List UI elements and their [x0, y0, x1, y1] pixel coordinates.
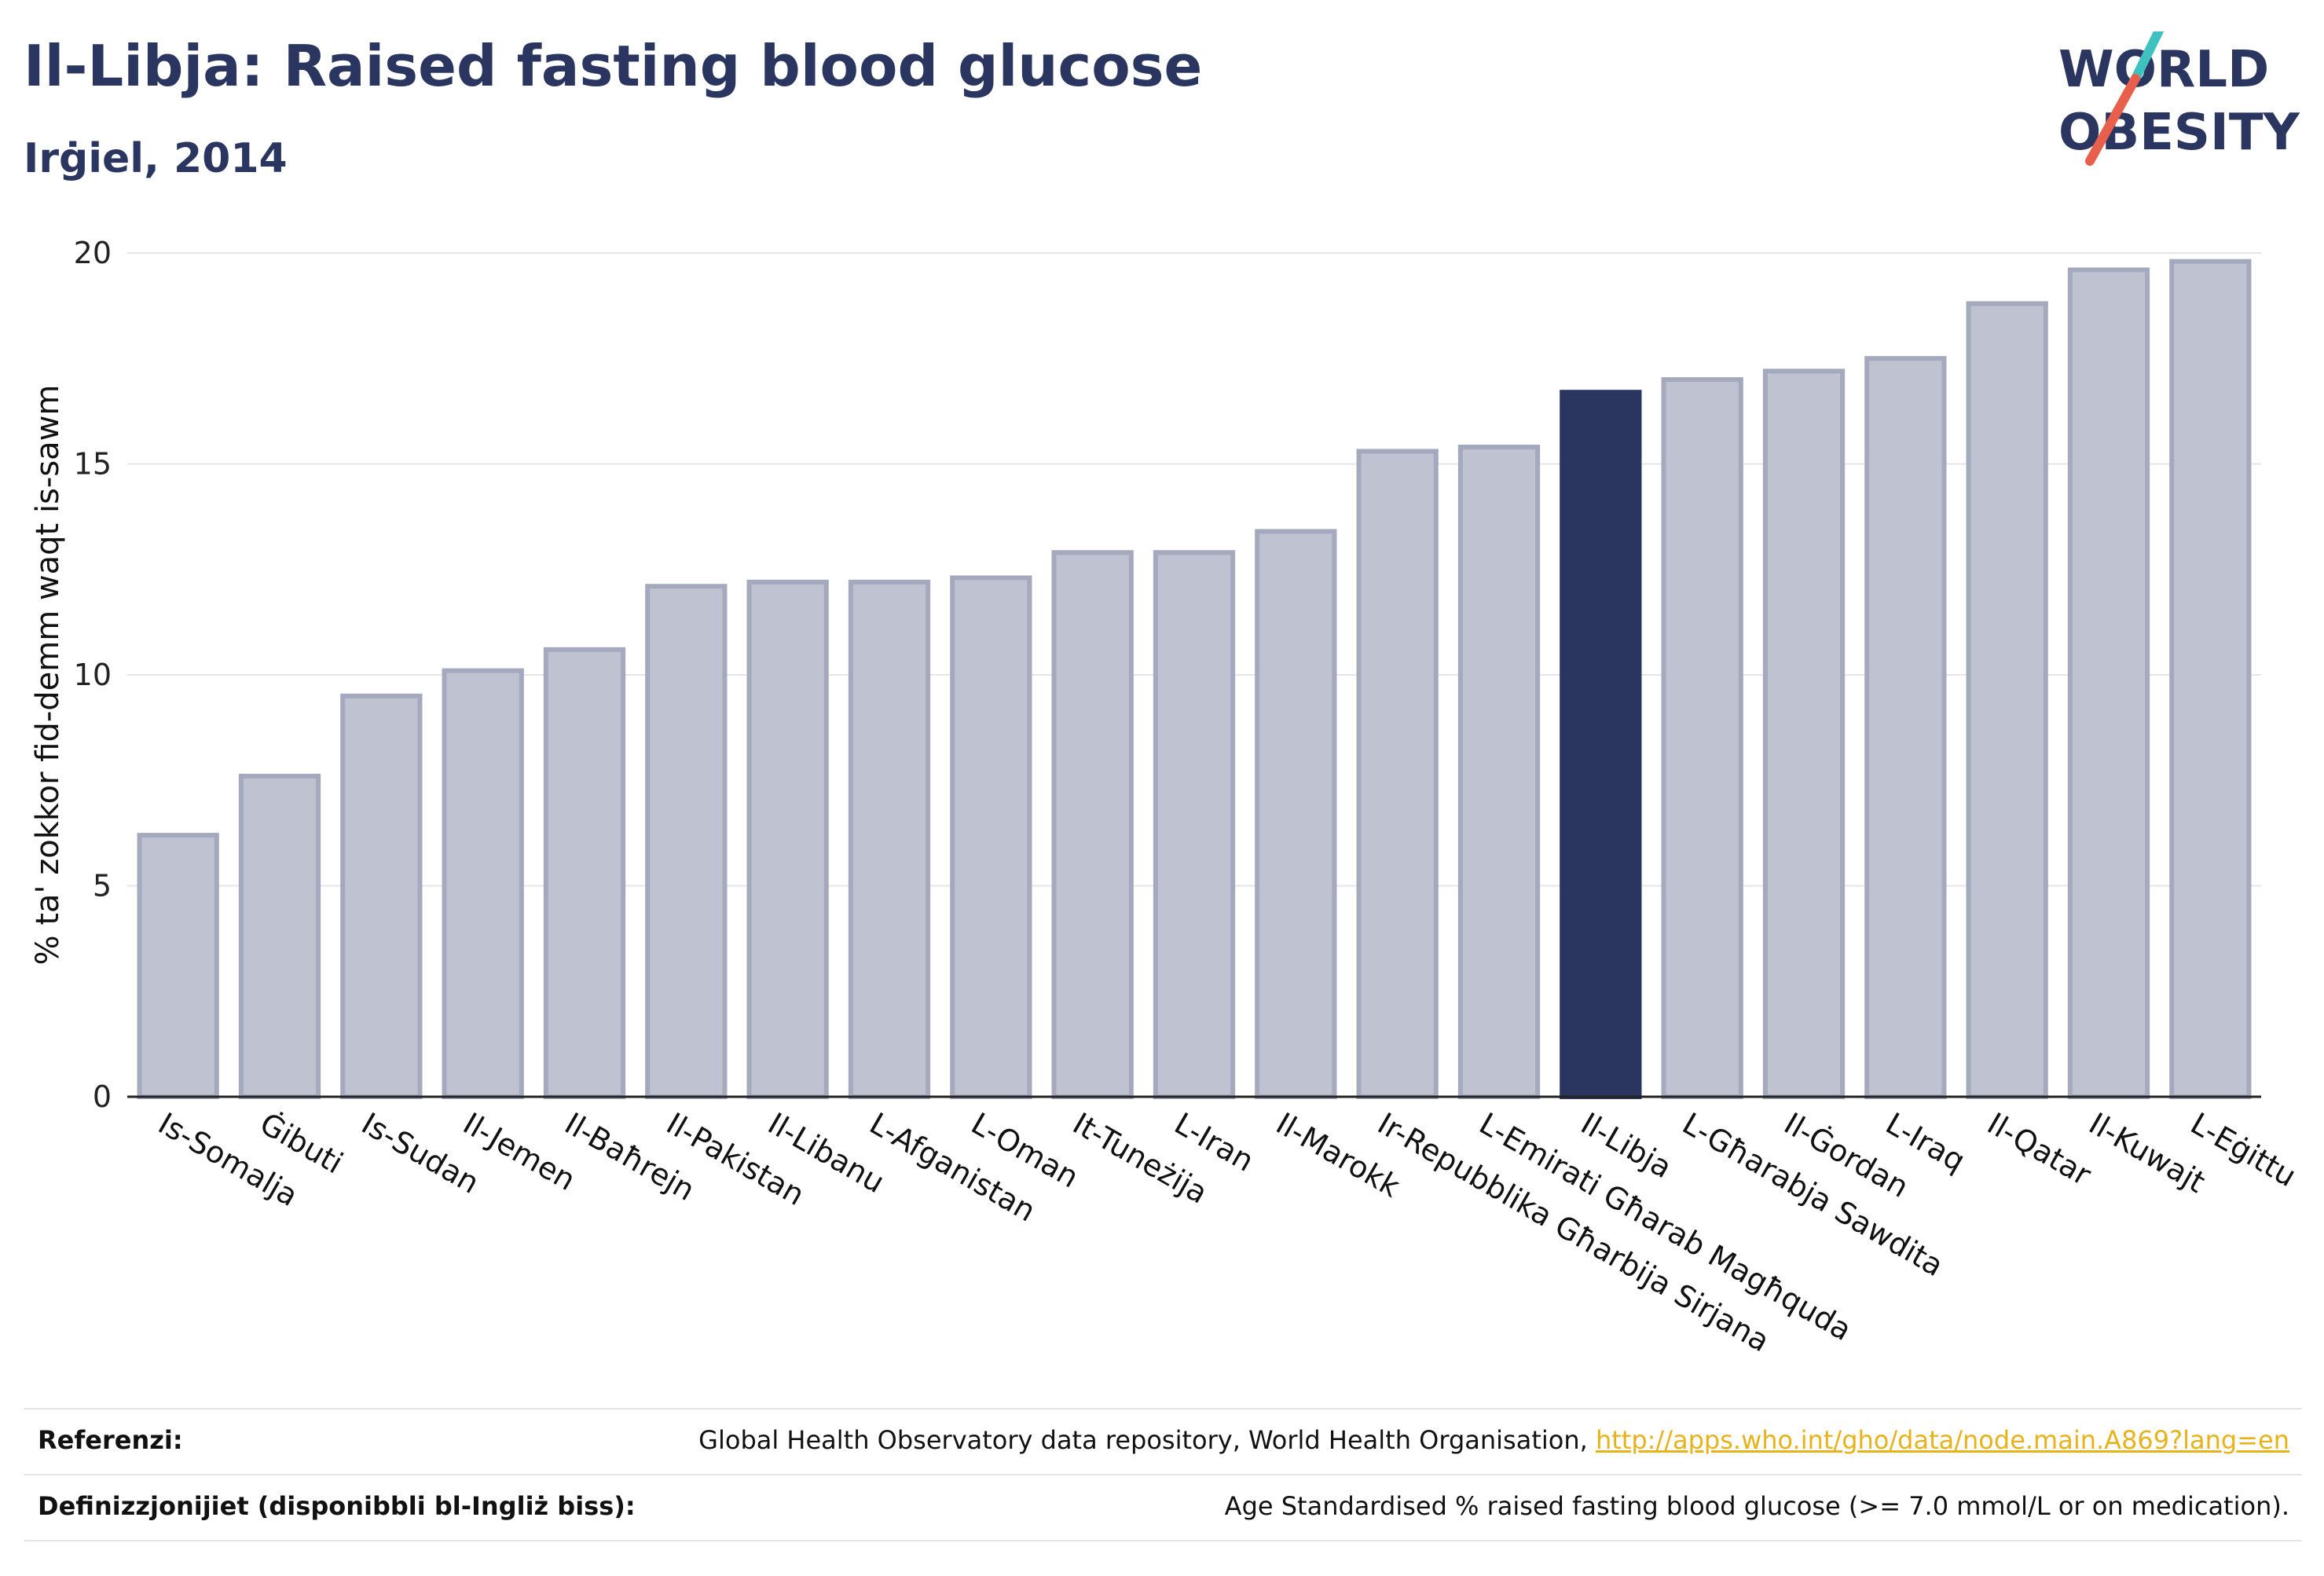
- x-tick-label: Il-Kuwajt: [2084, 1106, 2212, 1200]
- y-tick-label: 20: [74, 236, 112, 270]
- y-tick-label: 15: [74, 447, 112, 482]
- bar: [1356, 449, 1439, 1099]
- references-row: Referenzi: Global Health Observatory dat…: [24, 1409, 2302, 1472]
- y-tick-label: 0: [93, 1079, 112, 1114]
- y-axis-label: % ta' zokkor fid-demm waqt is-sawm: [30, 385, 66, 966]
- bar: [645, 584, 728, 1099]
- footer-divider-top: [24, 1408, 2302, 1409]
- y-tick-label: 10: [74, 658, 112, 692]
- bar: [1661, 377, 1743, 1100]
- bar: [137, 833, 219, 1100]
- x-tick-label: Il-Qatar: [1981, 1106, 2097, 1193]
- logo-slash-bottom: [2085, 74, 2140, 166]
- logo-slash-top: [2131, 31, 2165, 83]
- bar: [950, 575, 1032, 1099]
- references-value: Global Health Observatory data repositor…: [698, 1425, 2289, 1455]
- bar: [442, 668, 524, 1099]
- bar: [1051, 550, 1134, 1099]
- bar: [238, 773, 321, 1099]
- bar: [340, 693, 423, 1099]
- logo-line1: WORLD: [2058, 41, 2269, 99]
- footer-divider-bottom: [24, 1540, 2302, 1541]
- x-tick-label: Is-Sudan: [356, 1106, 485, 1200]
- definitions-value: Age Standardised % raised fasting blood …: [1224, 1491, 2289, 1521]
- bar: [1153, 550, 1236, 1099]
- bar: [2169, 258, 2252, 1099]
- definitions-label: Definizzjonijiet (disponibbli bl-Ingliż …: [38, 1491, 636, 1521]
- bar: [1864, 356, 1947, 1099]
- page-title: Il-Libja: Raised fasting blood glucose: [24, 33, 1203, 99]
- bar: [1966, 301, 2048, 1099]
- world-obesity-logo: WORLD OBESITY: [2058, 31, 2300, 166]
- bar: [848, 579, 931, 1099]
- bar: [1762, 368, 1846, 1099]
- bar: [543, 647, 626, 1099]
- bar: [1457, 445, 1541, 1099]
- references-text: Global Health Observatory data repositor…: [698, 1425, 1596, 1455]
- bar: [2067, 267, 2150, 1100]
- page-subtitle: Irġiel, 2014: [24, 135, 288, 182]
- definitions-row: Definizzjonijiet (disponibbli bl-Ingliż …: [24, 1475, 2302, 1538]
- references-label: Referenzi:: [38, 1425, 183, 1455]
- footer-divider-middle: [24, 1474, 2302, 1475]
- bar: [1255, 529, 1337, 1099]
- bar: [746, 579, 829, 1099]
- y-tick-label: 5: [93, 869, 112, 903]
- references-link[interactable]: http://apps.who.int/gho/data/node.main.A…: [1595, 1425, 2289, 1455]
- bar: [1560, 390, 1642, 1099]
- bar-chart: 0 5 10 15 20 % ta' zokkor fid-demm waqt is-sa…: [30, 236, 2302, 1358]
